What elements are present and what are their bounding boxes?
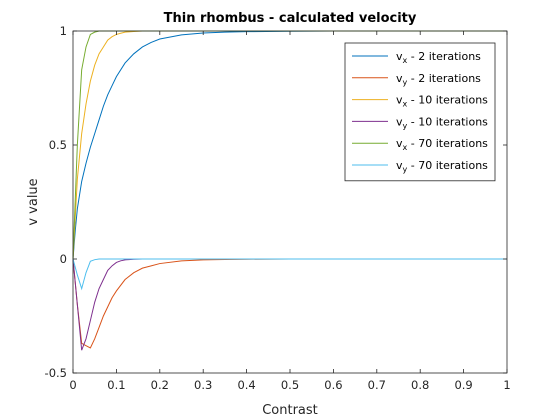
x-axis-label: Contrast xyxy=(262,403,318,418)
legend-box xyxy=(344,42,496,182)
x-tick-label: 0.9 xyxy=(454,378,472,392)
chart-title: Thin rhombus - calculated velocity xyxy=(164,11,417,26)
y-tick-label: -0.5 xyxy=(45,366,67,380)
x-tick-label: 0.7 xyxy=(368,378,386,392)
x-tick-label: 0.4 xyxy=(237,378,255,392)
legend-label-5: vx - 70 iterations xyxy=(396,137,488,152)
legend-label-6: vy - 70 iterations xyxy=(396,159,488,174)
legend-label-1: vx - 2 iterations xyxy=(396,50,481,65)
axes-layer: 0 0.1 0.2 0.3 0.4 0.5 0.6 0.7 0.8 0.9 1-0.500.51 xyxy=(45,24,511,392)
legend: vx - 2 iterations vy - 2 iterations vx - 1… xyxy=(344,42,496,182)
x-tick-label: 0.3 xyxy=(194,378,212,392)
legend-label-4: vy - 10 iterations xyxy=(396,115,488,130)
x-tick-label: 0 xyxy=(69,378,76,392)
y-tick-label: 1 xyxy=(60,24,67,38)
y-tick-label: 0.5 xyxy=(49,138,67,152)
y-tick-label: 0 xyxy=(60,252,67,266)
legend-label-2: vy - 2 iterations xyxy=(396,72,481,87)
legend-label-3: vx - 10 iterations xyxy=(396,94,488,109)
x-tick-label: 0.2 xyxy=(151,378,169,392)
x-tick-label: 0.8 xyxy=(411,378,429,392)
y-axis-label: v value xyxy=(26,178,41,225)
x-tick-label: 0.1 xyxy=(107,378,125,392)
series-line-6 xyxy=(72,258,507,291)
x-tick-label: 1 xyxy=(503,378,510,392)
x-tick-label: 0.5 xyxy=(281,378,299,392)
x-tick-label: 0.6 xyxy=(324,378,342,392)
